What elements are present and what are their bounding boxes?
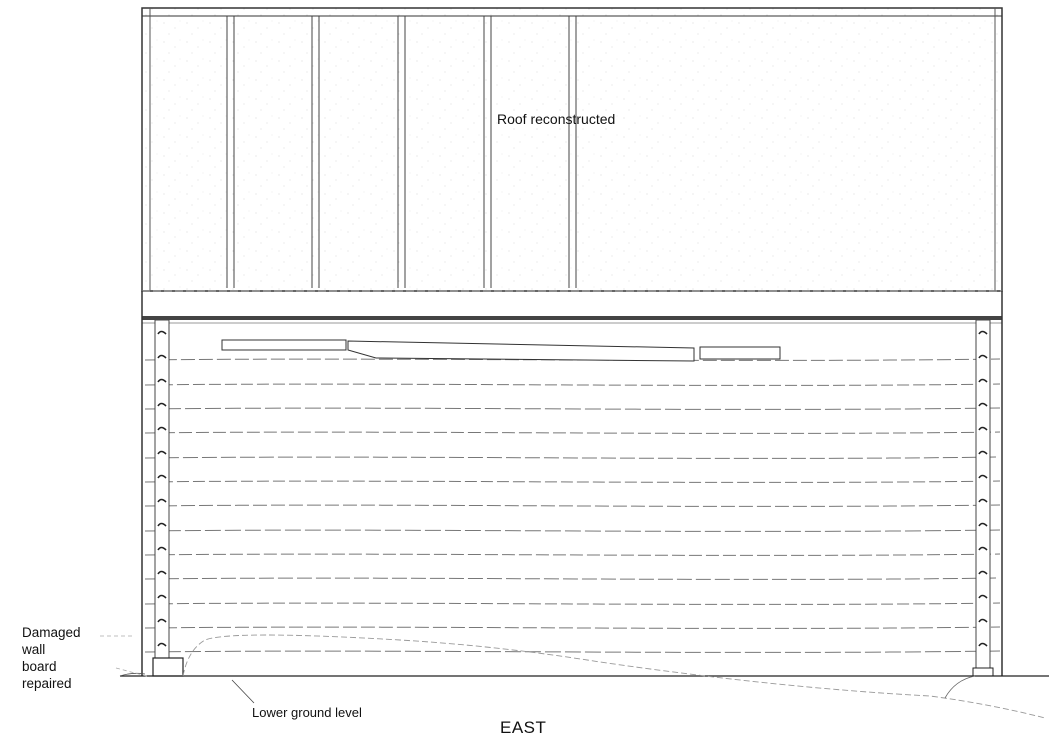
roof-reconstructed-label: Roof reconstructed [497, 111, 615, 127]
corner-post-left [153, 320, 183, 676]
lower-ground-level-label: Lower ground level [252, 705, 362, 720]
elevation-title: EAST [500, 718, 546, 738]
corner-post-right [973, 320, 993, 676]
eave-vents [222, 340, 780, 361]
roof [142, 8, 1002, 291]
eave-band [142, 291, 1002, 323]
damaged-wall-label: Damaged wall board repaired [22, 624, 81, 692]
wall-log-courses [145, 359, 1000, 652]
